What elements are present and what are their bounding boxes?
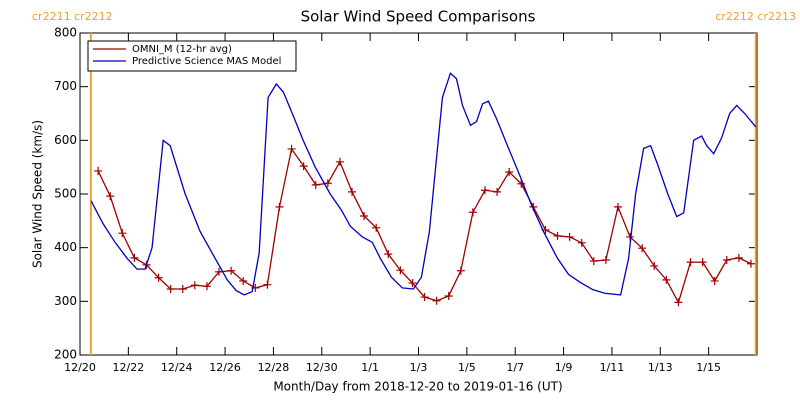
x-tick-label: 1/7	[506, 361, 524, 374]
legend-label: OMNI_M (12-hr avg)	[132, 44, 232, 55]
data-point	[432, 296, 441, 305]
data-point	[408, 279, 417, 288]
data-point	[166, 284, 175, 293]
data-point	[130, 253, 139, 262]
data-point	[178, 284, 187, 293]
data-point	[227, 266, 236, 275]
data-point	[686, 258, 695, 267]
y-tick-label: 800	[54, 26, 77, 40]
data-point	[396, 266, 405, 275]
data-point	[323, 179, 332, 188]
data-point	[698, 258, 707, 267]
x-tick-label: 1/3	[410, 361, 428, 374]
y-tick-label: 500	[54, 187, 77, 201]
y-tick-label: 700	[54, 79, 77, 93]
data-point	[215, 267, 224, 276]
data-point	[517, 179, 526, 188]
x-tick-label: 1/11	[600, 361, 625, 374]
data-point	[662, 275, 671, 284]
x-tick-label: 1/13	[648, 361, 673, 374]
data-point	[372, 223, 381, 232]
cr-label: cr2212 cr2213	[715, 10, 796, 23]
y-tick-label: 200	[54, 348, 77, 362]
data-point	[94, 166, 103, 175]
cr-label: cr2211 cr2212	[32, 10, 113, 23]
legend-label: Predictive Science MAS Model	[132, 56, 281, 67]
data-point	[384, 250, 393, 259]
series-line	[90, 72, 757, 296]
x-tick-label: 12/20	[64, 361, 96, 374]
data-point	[674, 298, 683, 307]
x-tick-label: 12/22	[113, 361, 145, 374]
x-tick-label: 1/1	[361, 361, 379, 374]
data-point	[650, 261, 659, 270]
x-axis-label: Month/Day from 2018-12-20 to 2019-01-16 …	[273, 380, 562, 394]
data-point	[638, 244, 647, 253]
data-point	[722, 256, 731, 265]
data-point	[601, 256, 610, 265]
x-tick-label: 12/30	[306, 361, 338, 374]
data-point	[734, 253, 743, 262]
data-point	[360, 212, 369, 221]
x-tick-label: 12/24	[161, 361, 193, 374]
data-point	[202, 282, 211, 291]
y-tick-label: 400	[54, 240, 77, 254]
data-point	[239, 276, 248, 285]
data-point	[444, 291, 453, 300]
data-point	[335, 157, 344, 166]
data-point	[613, 202, 622, 211]
data-point	[468, 208, 477, 217]
data-point	[505, 167, 514, 176]
data-point	[263, 280, 272, 289]
data-point	[118, 229, 127, 238]
x-tick-label: 1/9	[555, 361, 573, 374]
data-point	[746, 259, 755, 268]
data-point	[154, 273, 163, 282]
data-point	[299, 162, 308, 171]
data-point	[565, 232, 574, 241]
x-tick-label: 12/26	[209, 361, 241, 374]
data-point	[480, 186, 489, 195]
x-tick-label: 1/5	[458, 361, 476, 374]
data-point	[577, 238, 586, 247]
y-axis-label: Solar Wind Speed (km/s)	[31, 120, 45, 268]
data-point	[275, 202, 284, 211]
x-tick-label: 12/28	[258, 361, 290, 374]
legend-box	[87, 40, 297, 72]
data-point	[553, 231, 562, 240]
data-point	[287, 144, 296, 153]
data-point	[456, 266, 465, 275]
data-point	[710, 276, 719, 285]
data-point	[311, 180, 320, 189]
data-point	[348, 187, 357, 196]
chart-title: Solar Wind Speed Comparisons	[301, 8, 536, 26]
data-point	[106, 192, 115, 201]
x-tick-label: 1/15	[696, 361, 721, 374]
data-point	[190, 281, 199, 290]
y-tick-label: 600	[54, 133, 77, 147]
data-point	[589, 257, 598, 266]
data-point	[420, 293, 429, 302]
data-point	[493, 187, 502, 196]
y-tick-label: 300	[54, 294, 77, 308]
